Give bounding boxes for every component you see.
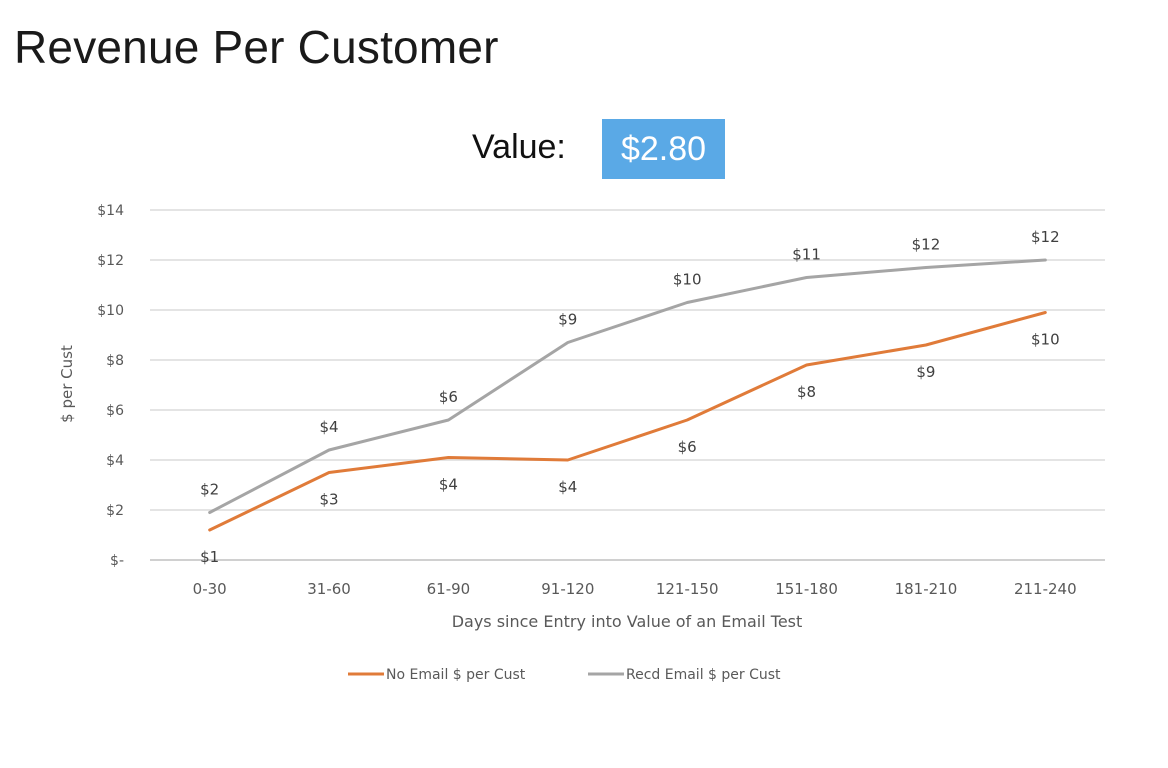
y-tick-label: $6 bbox=[106, 403, 124, 419]
y-axis-ticks: $- $2 $4 $6 $8 $10 $12 $14 bbox=[97, 203, 124, 569]
x-axis-ticks: 0-30 31-60 61-90 91-120 121-150 151-180 181-21… bbox=[193, 580, 1077, 598]
data-label: $11 bbox=[792, 246, 821, 264]
x-tick-label: 211-240 bbox=[1014, 580, 1077, 598]
chart-legend: No Email $ per Cust Recd Email $ per Cust bbox=[348, 667, 781, 683]
data-label: $3 bbox=[320, 491, 339, 509]
data-label: $4 bbox=[320, 418, 339, 436]
x-tick-label: 121-150 bbox=[656, 580, 719, 598]
data-label: $4 bbox=[439, 476, 458, 494]
x-tick-label: 91-120 bbox=[541, 580, 594, 598]
data-label: $2 bbox=[200, 481, 219, 499]
legend-label: Recd Email $ per Cust bbox=[626, 667, 781, 683]
y-tick-label: $4 bbox=[106, 453, 124, 469]
chart-series bbox=[208, 258, 1047, 532]
data-label: $12 bbox=[912, 236, 941, 254]
x-tick-label: 61-90 bbox=[427, 580, 471, 598]
data-label: $8 bbox=[797, 383, 816, 401]
y-tick-label: $2 bbox=[106, 503, 124, 519]
x-tick-label: 151-180 bbox=[775, 580, 838, 598]
data-label: $10 bbox=[673, 271, 702, 289]
value-label: Value: bbox=[472, 128, 566, 166]
x-tick-label: 31-60 bbox=[307, 580, 351, 598]
data-label: $6 bbox=[678, 438, 697, 456]
y-tick-label: $10 bbox=[97, 303, 124, 319]
x-axis-label: Days since Entry into Value of an Email … bbox=[452, 612, 803, 631]
data-label: $9 bbox=[916, 363, 935, 381]
data-label: $10 bbox=[1031, 331, 1060, 349]
data-labels: $2 $4 $6 $9 $10 $11 $12 $12 $1 $3 $4 $4 $6 $8 $9 $10 bbox=[200, 228, 1059, 566]
data-label: $1 bbox=[200, 548, 219, 566]
legend-label: No Email $ per Cust bbox=[386, 667, 526, 683]
series-line-1 bbox=[208, 258, 1047, 514]
y-tick-label: $- bbox=[110, 553, 124, 569]
y-tick-label: $8 bbox=[106, 353, 124, 369]
data-label: $12 bbox=[1031, 228, 1060, 246]
data-label: $6 bbox=[439, 388, 458, 406]
value-highlight-box: $2.80 bbox=[602, 119, 725, 179]
data-label: $4 bbox=[558, 478, 577, 496]
chart-grid bbox=[150, 209, 1105, 561]
y-tick-label: $14 bbox=[97, 203, 124, 219]
y-tick-label: $12 bbox=[97, 253, 124, 269]
x-tick-label: 0-30 bbox=[193, 580, 227, 598]
data-label: $9 bbox=[558, 311, 577, 329]
series-line-0 bbox=[208, 311, 1047, 532]
slide-title: Revenue Per Customer bbox=[14, 21, 499, 73]
y-axis-label: $ per Cust bbox=[58, 345, 76, 423]
x-tick-label: 181-210 bbox=[895, 580, 958, 598]
